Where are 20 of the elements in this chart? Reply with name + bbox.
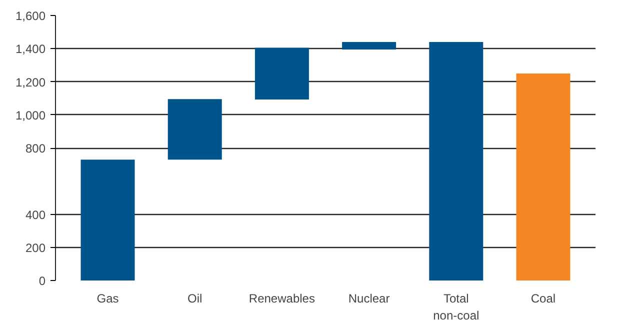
x-tick-label: Total non-coal: [433, 292, 480, 322]
y-tick-label: 1,600: [15, 9, 46, 23]
x-tick-label: Coal: [530, 292, 556, 306]
y-tick-label: 400: [25, 208, 46, 222]
bar: [80, 160, 135, 280]
y-tick-label: 1,200: [15, 75, 46, 90]
bar: [342, 42, 396, 50]
y-tick-label: 200: [25, 240, 46, 255]
x-tick-label: Nuclear: [348, 292, 390, 306]
x-tick-label: Renewables: [248, 292, 315, 306]
bar: [516, 73, 570, 280]
bar: [254, 48, 309, 100]
y-tick-label: 0: [38, 274, 46, 288]
y-tick-label: 1,000: [15, 108, 46, 122]
y-tick-label: 800: [25, 142, 46, 156]
y-tick-label: 1,400: [15, 42, 46, 56]
x-tick-label: Gas: [96, 292, 119, 306]
bar: [429, 42, 484, 280]
bar: [168, 99, 222, 160]
x-tick-label: Oil: [188, 292, 202, 306]
